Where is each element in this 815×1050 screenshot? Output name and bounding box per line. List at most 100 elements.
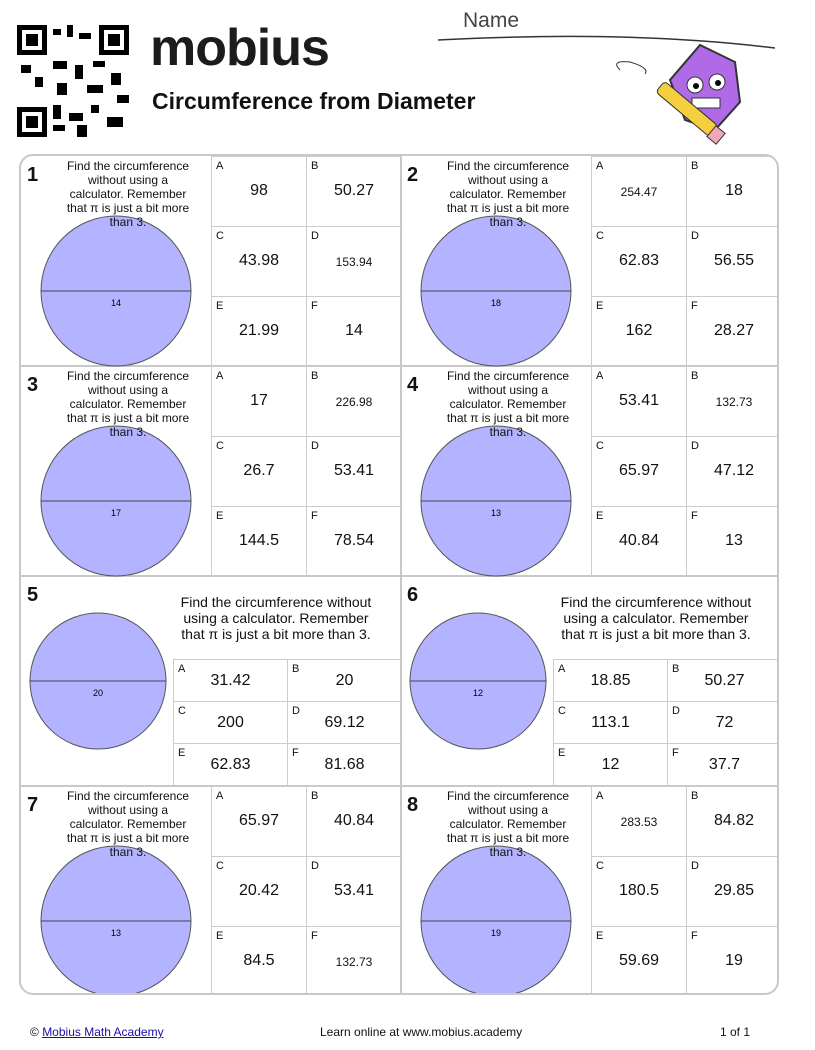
option-letter: A [596, 790, 604, 802]
circle-diagram: 20 [29, 612, 167, 750]
option-letter: B [691, 790, 699, 802]
answer-option: D 153.94 [306, 226, 401, 296]
option-letter: D [691, 230, 699, 242]
option-letter: E [178, 747, 186, 759]
diameter-label: 12 [473, 688, 483, 698]
option-letter: B [311, 790, 319, 802]
option-value: 19 [725, 952, 743, 969]
answer-option: D 53.41 [306, 436, 401, 506]
mascot [437, 35, 776, 145]
option-letter: C [216, 440, 224, 452]
option-value: 37.7 [708, 756, 741, 773]
option-letter: C [178, 705, 186, 717]
answer-option: A 65.97 [211, 786, 306, 856]
answer-option: B 226.98 [306, 366, 401, 436]
circle-diagram: 17 [40, 425, 192, 577]
diameter-label: 13 [491, 508, 501, 518]
circle-diagram: 12 [409, 612, 547, 750]
answer-option: A 31.42 [173, 659, 287, 701]
option-letter: C [216, 860, 224, 872]
option-value: 53.41 [333, 462, 375, 479]
academy-link[interactable]: Mobius Math Academy [42, 1025, 164, 1039]
option-value: 78.54 [333, 532, 375, 549]
prompt: Find the circumference without using a c… [446, 789, 570, 859]
circle-diagram: 14 [40, 215, 192, 367]
problem-cell: 2 Find the circumference without using a … [401, 156, 777, 367]
problem-cell: 6 Find the circumference without using a … [401, 576, 777, 787]
diameter-label: 19 [491, 928, 501, 938]
option-value: 31.42 [210, 672, 251, 689]
option-value: 62.83 [210, 756, 251, 773]
problem-number: 6 [407, 584, 419, 606]
problem-number: 4 [407, 374, 419, 396]
problem-grid: 1 Find the circumference without using a … [19, 154, 779, 995]
option-value: 14 [345, 322, 363, 339]
answer-option: C 20.42 [211, 856, 306, 926]
option-value: 153.94 [335, 255, 373, 269]
option-value: 53.41 [333, 882, 375, 899]
answer-option: F 28.27 [686, 296, 777, 366]
answer-option: B 132.73 [686, 366, 777, 436]
footer-copyright: © Mobius Math Academy [30, 1025, 164, 1039]
circle-diagram: 19 [420, 845, 572, 993]
answer-option: F 81.68 [287, 743, 401, 785]
answer-option: C 200 [173, 701, 287, 743]
answer-option: B 18 [686, 156, 777, 226]
problem-cell: 3 Find the circumference without using a … [21, 366, 402, 577]
prompt: Find the circumference without using a c… [66, 789, 190, 859]
option-value: 18.85 [590, 672, 631, 689]
answer-option: A 98 [211, 156, 306, 226]
option-letter: B [691, 370, 699, 382]
answer-option: F 13 [686, 506, 777, 576]
answer-option: E 144.5 [211, 506, 306, 576]
problem-number: 7 [27, 794, 39, 816]
problem-number: 8 [407, 794, 419, 816]
option-value: 20 [335, 672, 354, 689]
option-letter: E [216, 510, 224, 522]
option-value: 132.73 [715, 395, 753, 409]
diameter-label: 17 [111, 508, 121, 518]
problem-cell: 7 Find the circumference without using a … [21, 786, 402, 993]
option-value: 40.84 [618, 532, 660, 549]
option-letter: E [596, 510, 604, 522]
answer-option: E 84.5 [211, 926, 306, 993]
option-letter: F [292, 747, 299, 759]
prompt: Find the circumference without using a c… [446, 159, 570, 229]
problem-cell: 4 Find the circumference without using a … [401, 366, 777, 577]
brand-logo: mobius [150, 19, 330, 77]
option-letter: C [596, 860, 604, 872]
prompt: Find the circumference without using a c… [180, 594, 372, 642]
option-value: 50.27 [704, 672, 745, 689]
option-value: 132.73 [335, 955, 373, 969]
circle-diagram: 18 [420, 215, 572, 367]
option-value: 98 [250, 182, 268, 199]
option-value: 59.69 [618, 952, 660, 969]
problem-number: 1 [27, 164, 39, 186]
option-value: 144.5 [238, 532, 280, 549]
answer-option: B 50.27 [306, 156, 401, 226]
option-letter: A [596, 370, 604, 382]
option-value: 81.68 [324, 756, 365, 773]
answer-option: C 65.97 [591, 436, 686, 506]
option-value: 56.55 [713, 252, 755, 269]
answer-option: E 40.84 [591, 506, 686, 576]
problem-number: 5 [27, 584, 39, 606]
option-value: 21.99 [238, 322, 280, 339]
diameter-label: 20 [93, 688, 103, 698]
option-letter: D [691, 440, 699, 452]
option-letter: D [292, 705, 300, 717]
option-letter: D [311, 440, 319, 452]
option-letter: D [311, 860, 319, 872]
answer-option: E 21.99 [211, 296, 306, 366]
answer-option: E 62.83 [173, 743, 287, 785]
option-letter: F [691, 300, 698, 312]
answer-option: D 53.41 [306, 856, 401, 926]
answer-option: D 56.55 [686, 226, 777, 296]
answer-option: A 17 [211, 366, 306, 436]
answer-option: D 47.12 [686, 436, 777, 506]
option-value: 62.83 [618, 252, 660, 269]
option-value: 43.98 [238, 252, 280, 269]
option-value: 69.12 [324, 714, 365, 731]
problem-number: 2 [407, 164, 419, 186]
